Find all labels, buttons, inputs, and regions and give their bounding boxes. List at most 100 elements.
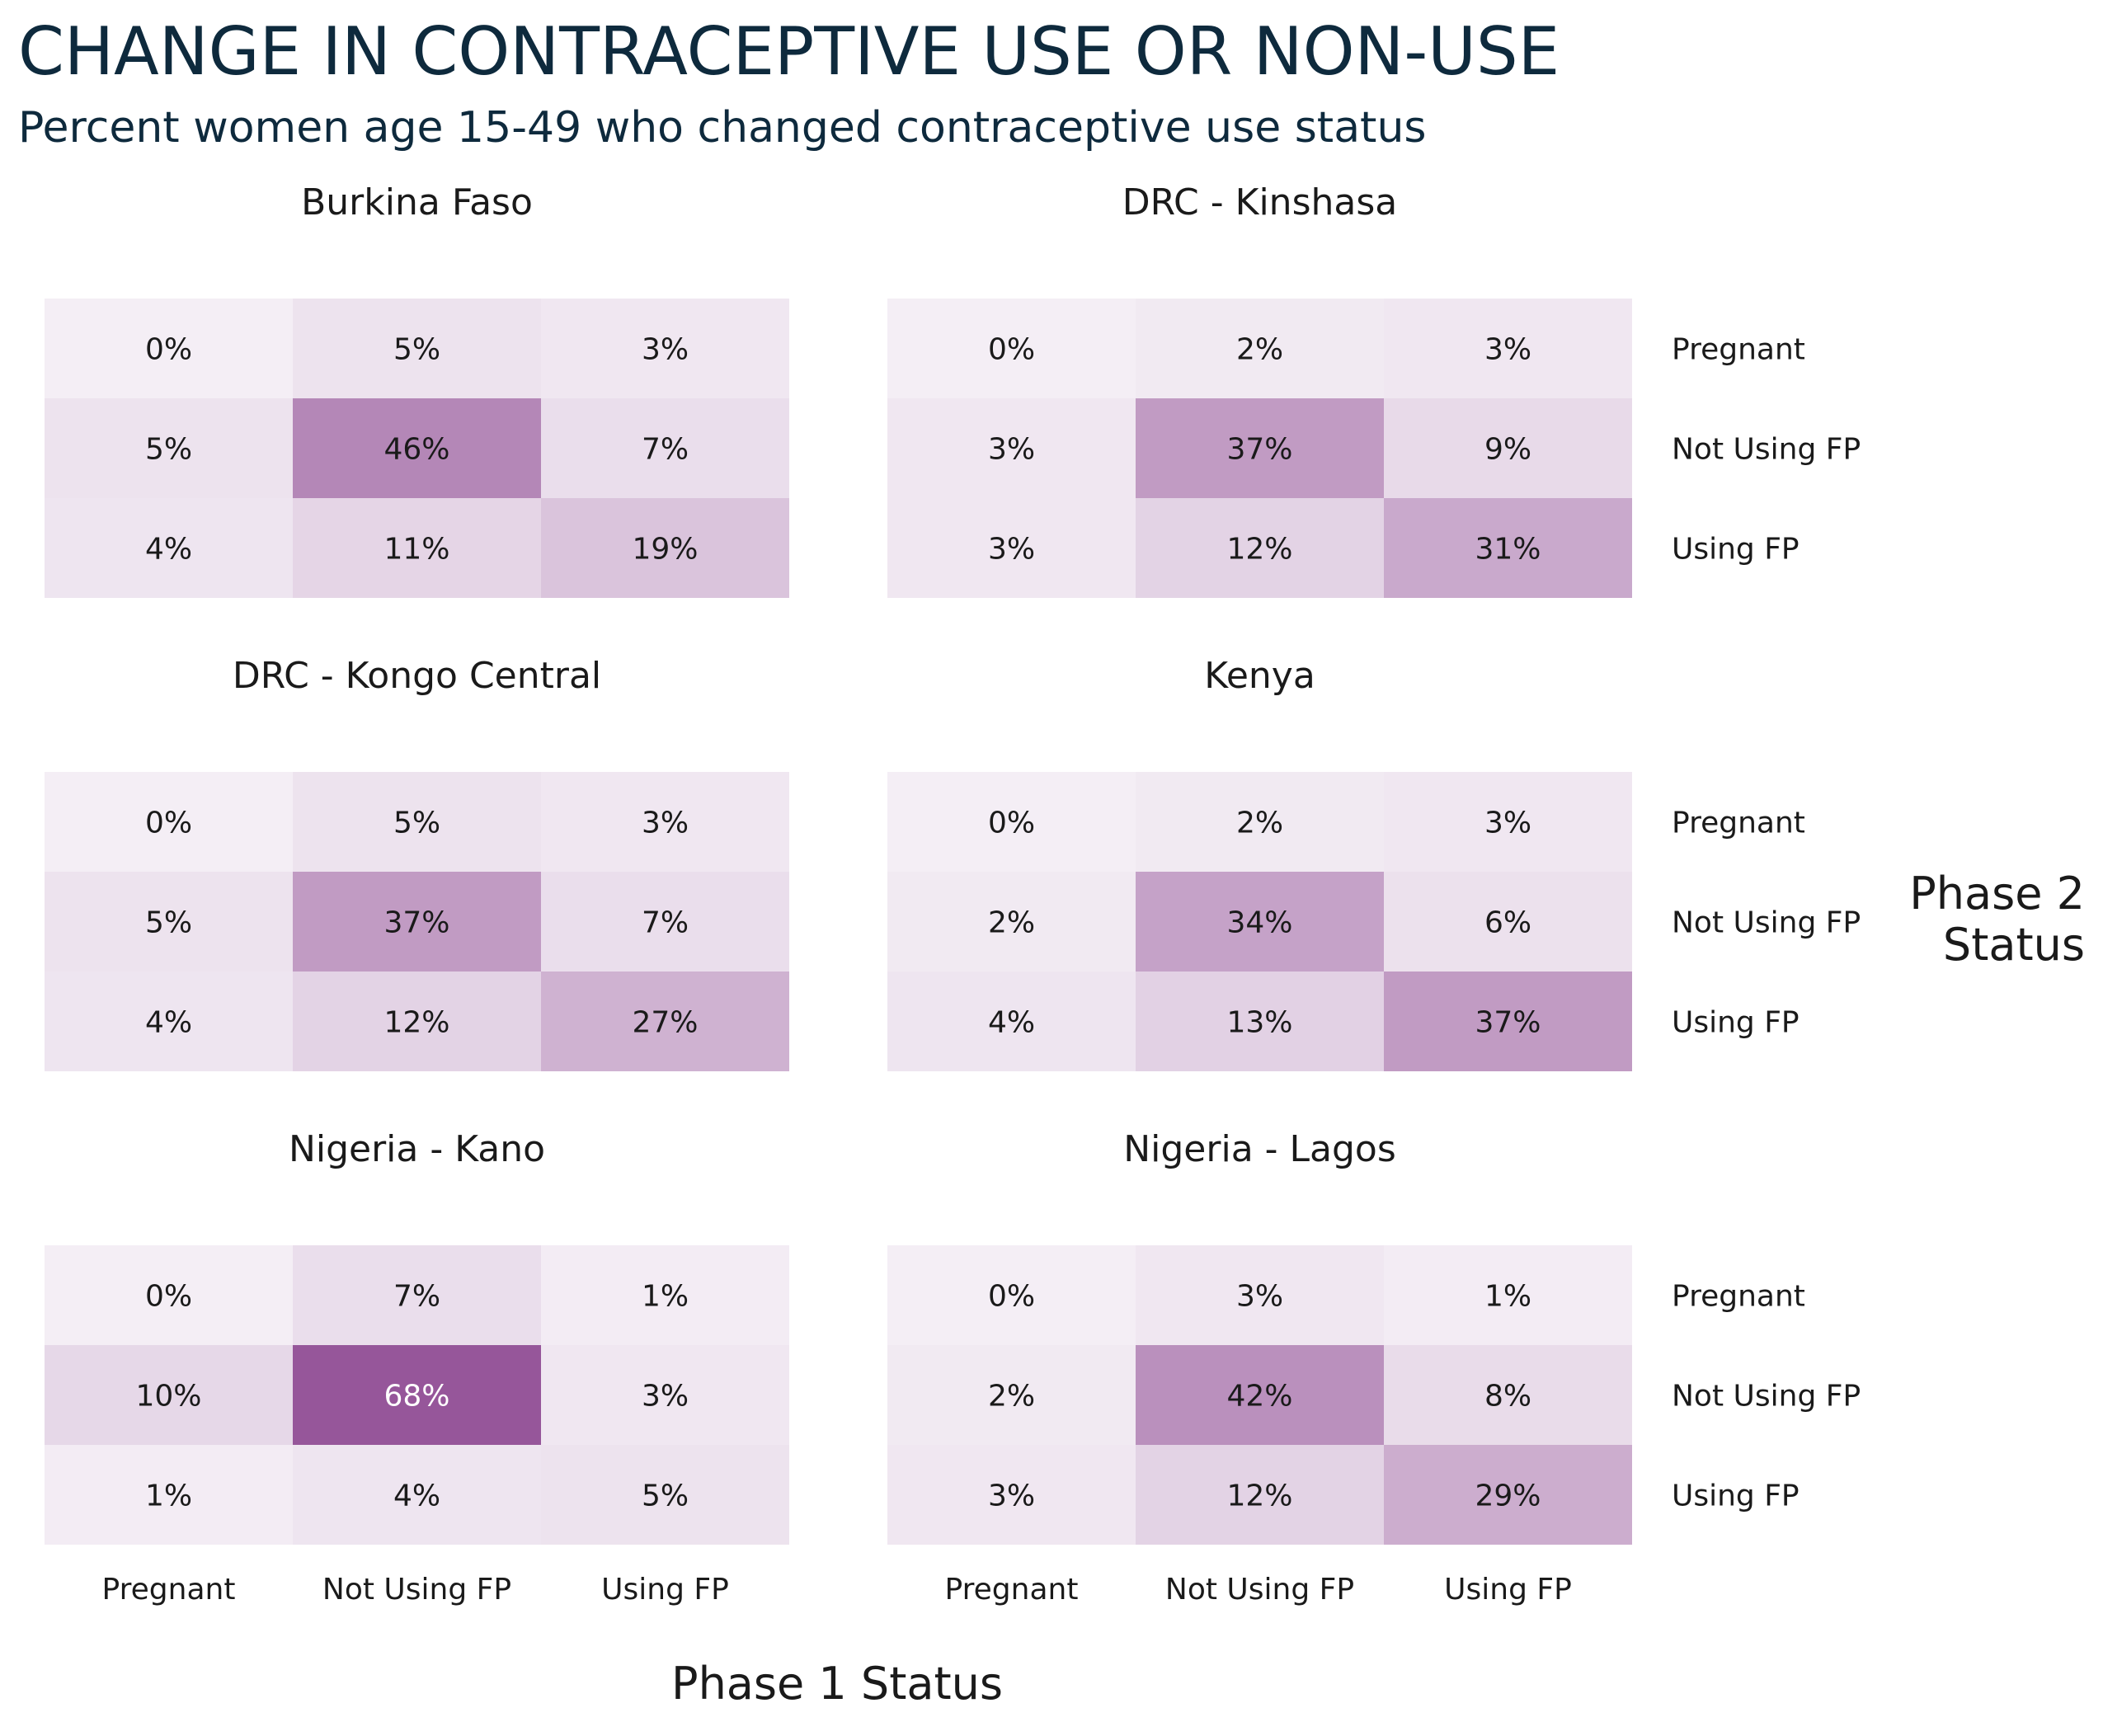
- heatmap-panel: Nigeria - Lagos 0% 3% 1% 2% 42% 8% 3% 12% 29%: [887, 1128, 1632, 1545]
- heatmap-cell: [45, 972, 293, 1071]
- panel-title: DRC - Kongo Central: [233, 655, 601, 697]
- cell-label: 2%: [1236, 807, 1283, 840]
- cell-label: 37%: [1226, 433, 1292, 467]
- heatmap-cell: [1384, 972, 1632, 1071]
- x-axis-label: Phase 1 Status: [671, 1658, 1003, 1710]
- heatmap-panels: Burkina Faso 0% 5% 3% 5% 46% 7% 4% 11% 19% DRC - K…: [45, 181, 1632, 1545]
- cell-label: 3%: [988, 1480, 1035, 1513]
- heatmap-cell: [1136, 299, 1384, 398]
- cell-label: 10%: [135, 1380, 201, 1414]
- cell-label: 6%: [1484, 906, 1531, 940]
- cell-label: 3%: [1236, 1280, 1283, 1314]
- heatmap-panel: DRC - Kinshasa 0% 2% 3% 3% 37% 9% 3% 12% 31%: [887, 181, 1632, 598]
- cell-label: 19%: [632, 533, 698, 567]
- cell-label: 4%: [393, 1480, 440, 1513]
- heatmap-cell: [1136, 772, 1384, 872]
- chart-subtitle: Percent women age 15-49 who changed cont…: [18, 103, 1427, 153]
- cell-label: 12%: [1226, 1480, 1292, 1513]
- heatmap-cell: [293, 1445, 541, 1545]
- heatmap-cell: [541, 299, 789, 398]
- cell-label: 2%: [1236, 333, 1283, 367]
- cell-label: 3%: [1484, 333, 1531, 367]
- cell-label: 5%: [393, 333, 440, 367]
- cell-label: 9%: [1484, 433, 1531, 467]
- y-tick-label: Not Using FP: [1672, 1380, 1861, 1414]
- heatmap-cell: [887, 1245, 1136, 1345]
- x-axis-ticks: Pregnant Not Using FP Using FP Pregnant Not …: [102, 1573, 1572, 1607]
- cell-label: 3%: [988, 433, 1035, 467]
- cell-label: 4%: [145, 1006, 192, 1040]
- cell-label: 37%: [1475, 1006, 1541, 1040]
- cell-label: 0%: [145, 1280, 192, 1314]
- cell-label: 4%: [988, 1006, 1035, 1040]
- cell-label: 34%: [1226, 906, 1292, 940]
- heatmap-cell: [887, 772, 1136, 872]
- heatmap-cell: [45, 398, 293, 498]
- cell-label: 29%: [1475, 1480, 1541, 1513]
- cell-label: 27%: [632, 1006, 698, 1040]
- y-tick-label: Not Using FP: [1672, 906, 1861, 940]
- heatmap-cell: [541, 1445, 789, 1545]
- panel-title: Kenya: [1204, 655, 1315, 697]
- cell-label: 42%: [1226, 1380, 1292, 1414]
- heatmap-cell: [541, 498, 789, 598]
- heatmap-cell: [1136, 1245, 1384, 1345]
- panel-title: Nigeria - Lagos: [1123, 1128, 1396, 1170]
- heatmap-cell: [1384, 1245, 1632, 1345]
- cell-label: 1%: [1484, 1280, 1531, 1314]
- heatmap-cell: [1136, 1345, 1384, 1445]
- heatmap-cell: [887, 498, 1136, 598]
- heatmap-cell: [887, 1445, 1136, 1545]
- y-tick-label: Using FP: [1672, 1006, 1800, 1040]
- y-tick-label: Not Using FP: [1672, 433, 1861, 467]
- heatmap-cell: [45, 299, 293, 398]
- y-tick-label: Using FP: [1672, 1480, 1800, 1513]
- cell-label: 3%: [1484, 807, 1531, 840]
- cell-label: 5%: [145, 433, 192, 467]
- cell-label: 3%: [642, 333, 689, 367]
- heatmap-cell: [541, 398, 789, 498]
- cell-label: 46%: [383, 433, 449, 467]
- heatmap-cell: [293, 1245, 541, 1345]
- cell-label: 12%: [383, 1006, 449, 1040]
- cell-label: 1%: [642, 1280, 689, 1314]
- heatmap-cell: [887, 972, 1136, 1071]
- heatmap-panel: Nigeria - Kano 0% 7% 1% 10% 68% 3% 1% 4% 5%: [45, 1128, 789, 1545]
- heatmap-cell: [1384, 498, 1632, 598]
- heatmap-cell: [541, 1345, 789, 1445]
- heatmap-cell: [1384, 398, 1632, 498]
- x-tick-label: Not Using FP: [322, 1573, 511, 1607]
- y-axis-ticks: Pregnant Not Using FP Using FP Pregnant Not …: [1672, 333, 1861, 1513]
- cell-label: 0%: [145, 333, 192, 367]
- cell-label: 7%: [642, 433, 689, 467]
- y-tick-label: Pregnant: [1672, 1280, 1805, 1314]
- panel-title: DRC - Kinshasa: [1122, 181, 1397, 223]
- heatmap-panel: Burkina Faso 0% 5% 3% 5% 46% 7% 4% 11% 19%: [45, 181, 789, 598]
- cell-label: 3%: [642, 1380, 689, 1414]
- heatmap-cell: [45, 872, 293, 972]
- heatmap-cell: [293, 498, 541, 598]
- heatmap-panel: DRC - Kongo Central 0% 5% 3% 5% 37% 7% 4% 12% 27%: [45, 655, 789, 1071]
- y-axis-label-line: Status: [1943, 919, 2085, 971]
- cell-label: 8%: [1484, 1380, 1531, 1414]
- heatmap-cell: [1384, 872, 1632, 972]
- heatmap-cell: [887, 872, 1136, 972]
- cell-label: 13%: [1226, 1006, 1292, 1040]
- cell-label: 0%: [145, 807, 192, 840]
- cell-label: 5%: [642, 1480, 689, 1513]
- y-tick-label: Using FP: [1672, 533, 1800, 567]
- cell-label: 2%: [988, 906, 1035, 940]
- heatmap-cell: [1136, 498, 1384, 598]
- cell-label: 0%: [988, 333, 1035, 367]
- x-tick-label: Pregnant: [945, 1573, 1079, 1607]
- heatmap-cell: [293, 772, 541, 872]
- cell-label: 3%: [642, 807, 689, 840]
- x-tick-label: Using FP: [601, 1573, 729, 1607]
- heatmap-cell: [887, 1345, 1136, 1445]
- heatmap-panel: Kenya 0% 2% 3% 2% 34% 6% 4% 13% 37%: [887, 655, 1632, 1071]
- heatmap-cell: [293, 872, 541, 972]
- panel-title: Burkina Faso: [301, 181, 533, 223]
- heatmap-cell: [887, 299, 1136, 398]
- cell-label: 2%: [988, 1380, 1035, 1414]
- y-tick-label: Pregnant: [1672, 807, 1805, 840]
